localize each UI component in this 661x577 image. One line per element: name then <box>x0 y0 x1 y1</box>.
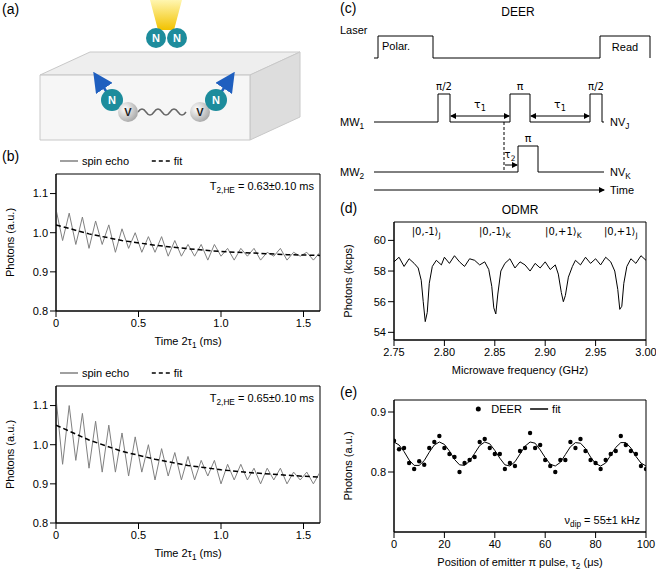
svg-text:1.0: 1.0 <box>213 529 228 541</box>
svg-text:Photons (a.u.): Photons (a.u.) <box>342 431 354 500</box>
svg-text:(c): (c) <box>340 0 356 16</box>
svg-text:Laser: Laser <box>340 24 368 36</box>
svg-text:Microwave frequency (GHz): Microwave frequency (GHz) <box>452 364 588 376</box>
svg-text:58: 58 <box>374 265 386 277</box>
svg-text:20: 20 <box>438 538 450 550</box>
svg-text:π: π <box>517 80 524 93</box>
svg-text:1.0: 1.0 <box>213 317 228 329</box>
svg-text:MW2: MW2 <box>340 166 365 181</box>
svg-text:2.80: 2.80 <box>434 346 455 358</box>
svg-text:fit: fit <box>552 403 561 415</box>
svg-text:0.8: 0.8 <box>33 517 48 529</box>
svg-text:100: 100 <box>637 538 655 550</box>
svg-text:NVK: NVK <box>610 166 631 181</box>
svg-text:|0,-1⟩J: |0,-1⟩J <box>412 226 441 240</box>
svg-text:1.5: 1.5 <box>296 529 311 541</box>
svg-text:N: N <box>212 94 220 106</box>
svg-text:0.5: 0.5 <box>131 317 146 329</box>
svg-text:0.9: 0.9 <box>33 478 48 490</box>
svg-text:NVJ: NVJ <box>610 116 629 131</box>
svg-text:|0,+1⟩K: |0,+1⟩K <box>545 226 583 240</box>
svg-text:Position of emitter π pulse, τ: Position of emitter π pulse, τ2 (μs) <box>437 556 602 571</box>
svg-text:|0,-1⟩K: |0,-1⟩K <box>479 226 512 240</box>
svg-text:56: 56 <box>374 296 386 308</box>
svg-text:τ1: τ1 <box>474 98 486 113</box>
svg-text:π/2: π/2 <box>588 81 604 92</box>
svg-text:N: N <box>108 94 116 106</box>
svg-text:0.5: 0.5 <box>131 529 146 541</box>
svg-text:1.0: 1.0 <box>33 439 48 451</box>
svg-text:2.95: 2.95 <box>585 346 606 358</box>
svg-text:fit: fit <box>174 155 183 167</box>
svg-text:0: 0 <box>53 317 59 329</box>
svg-text:τ1: τ1 <box>554 98 566 113</box>
svg-text:T2,HE = 0.65±0.10 ms: T2,HE = 0.65±0.10 ms <box>210 392 315 407</box>
svg-text:spin echo: spin echo <box>82 367 129 379</box>
svg-text:τ2: τ2 <box>505 149 516 163</box>
svg-text:40: 40 <box>489 538 501 550</box>
svg-text:Time 2τ1 (ms): Time 2τ1 (ms) <box>154 547 221 562</box>
svg-text:0.8: 0.8 <box>371 466 386 478</box>
svg-text:N: N <box>152 32 160 44</box>
svg-text:Read: Read <box>612 41 638 53</box>
svg-text:2.90: 2.90 <box>534 346 555 358</box>
svg-text:1.1: 1.1 <box>33 399 48 411</box>
svg-text:54: 54 <box>374 326 386 338</box>
svg-text:60: 60 <box>539 538 551 550</box>
svg-text:1.5: 1.5 <box>296 317 311 329</box>
svg-text:(e): (e) <box>340 384 357 400</box>
svg-text:0.8: 0.8 <box>33 305 48 317</box>
svg-text:N: N <box>173 32 181 44</box>
svg-text:MW1: MW1 <box>340 116 365 131</box>
svg-text:0: 0 <box>53 529 59 541</box>
svg-text:π: π <box>525 132 532 145</box>
svg-text:DEER: DEER <box>491 403 522 415</box>
svg-text:Photons (kcps): Photons (kcps) <box>342 244 354 317</box>
svg-text:3.00: 3.00 <box>635 346 656 358</box>
svg-text:Time 2τ1 (ms): Time 2τ1 (ms) <box>154 335 221 350</box>
svg-text:V: V <box>196 106 204 118</box>
svg-text:80: 80 <box>589 538 601 550</box>
svg-text:νdip = 55±1 kHz: νdip = 55±1 kHz <box>565 514 640 529</box>
svg-text:60: 60 <box>374 234 386 246</box>
svg-text:Polar.: Polar. <box>382 40 410 52</box>
svg-text:0: 0 <box>391 538 397 550</box>
svg-text:π/2: π/2 <box>436 81 452 92</box>
svg-text:Time: Time <box>610 184 634 196</box>
svg-text:2.75: 2.75 <box>383 346 404 358</box>
svg-text:1.1: 1.1 <box>33 187 48 199</box>
svg-text:0.9: 0.9 <box>33 266 48 278</box>
svg-text:0.9: 0.9 <box>371 406 386 418</box>
svg-text:V: V <box>124 106 132 118</box>
svg-text:T2,HE = 0.63±0.10 ms: T2,HE = 0.63±0.10 ms <box>210 180 315 195</box>
svg-text:(a): (a) <box>2 1 19 17</box>
svg-text:spin echo: spin echo <box>82 155 129 167</box>
svg-text:DEER: DEER <box>501 5 535 19</box>
svg-text:Photons (a.u.): Photons (a.u.) <box>4 208 16 277</box>
svg-text:(b): (b) <box>2 148 19 164</box>
svg-text:ODMR: ODMR <box>502 203 539 217</box>
svg-text:fit: fit <box>174 367 183 379</box>
svg-text:1.0: 1.0 <box>33 227 48 239</box>
svg-text:|0,+1⟩J: |0,+1⟩J <box>604 226 638 240</box>
svg-text:2.85: 2.85 <box>484 346 505 358</box>
svg-text:Photons (a.u.): Photons (a.u.) <box>4 420 16 489</box>
svg-text:(d): (d) <box>340 200 357 216</box>
